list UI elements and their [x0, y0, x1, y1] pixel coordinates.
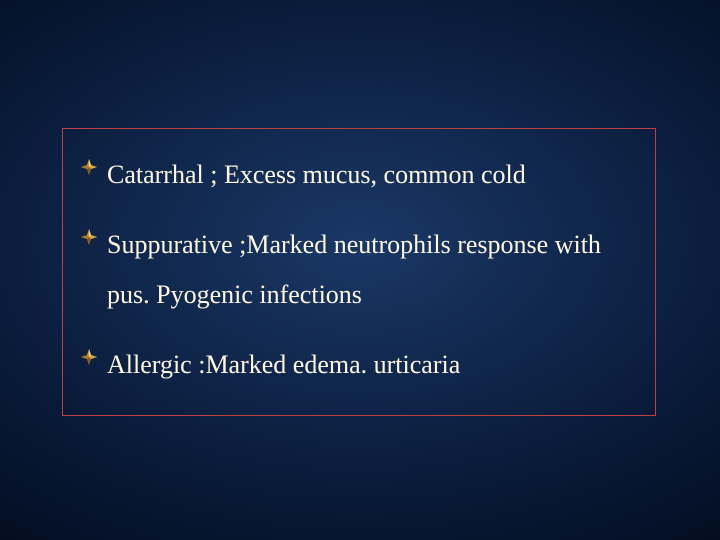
list-item: Catarrhal ; Excess mucus, common cold — [81, 151, 637, 199]
bullet-diamond-icon — [81, 229, 97, 245]
list-item: Suppurative ;Marked neutrophils response… — [81, 221, 637, 269]
bullet-text: Allergic :Marked edema. urticaria — [107, 341, 637, 389]
content-box: Catarrhal ; Excess mucus, common cold Su… — [62, 128, 656, 416]
bullet-text: Suppurative ;Marked neutrophils response… — [107, 221, 637, 269]
bullet-continuation: pus. Pyogenic infections — [107, 271, 637, 319]
list-item: Allergic :Marked edema. urticaria — [81, 341, 637, 389]
bullet-text: Catarrhal ; Excess mucus, common cold — [107, 151, 637, 199]
bullet-diamond-icon — [81, 349, 97, 365]
bullet-diamond-icon — [81, 159, 97, 175]
